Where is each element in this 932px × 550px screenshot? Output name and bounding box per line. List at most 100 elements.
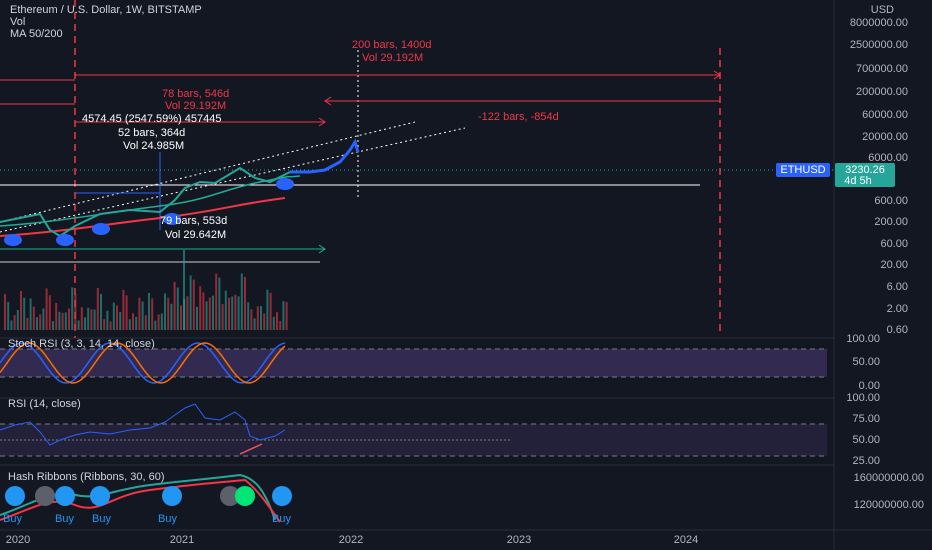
time-label: 2021	[170, 534, 194, 546]
buy-signal: Buy	[92, 513, 111, 525]
pane-title: Hash Ribbons (Ribbons, 30, 60)	[8, 471, 165, 483]
volume-bar	[157, 314, 160, 330]
volume-bar	[240, 273, 243, 330]
pane-axis-label: 100.00	[846, 392, 880, 404]
volume-bar	[26, 317, 29, 330]
volume-bar	[45, 288, 48, 330]
price-label: 6000.00	[868, 152, 908, 164]
annotation: Vol 29.192M	[165, 100, 226, 112]
volume-bar	[186, 296, 189, 330]
annotation: 4574.45 (2547.59%) 457445	[82, 113, 221, 125]
pane-axis-label: 100.00	[846, 333, 880, 345]
volume-bar	[16, 310, 19, 330]
volume-bar	[208, 297, 211, 330]
volume-bar	[77, 320, 80, 330]
marker	[55, 486, 75, 506]
volume-bar	[154, 320, 157, 330]
volume-bar	[64, 312, 67, 330]
price-label: 6.00	[887, 281, 908, 293]
annotation: 52 bars, 364d	[118, 127, 185, 139]
pane-axis-label: 75.00	[852, 413, 880, 425]
volume-bar	[138, 297, 141, 330]
volume-bar	[160, 313, 163, 330]
marker	[4, 234, 22, 246]
volume-bar	[36, 317, 38, 330]
volume-bar	[100, 293, 102, 330]
annotation: 78 bars, 546d	[162, 88, 229, 100]
symbol-label: ETHUSD	[780, 164, 825, 176]
symbol-tag	[776, 163, 830, 177]
volume-bar	[132, 313, 134, 330]
price-label: 600.00	[874, 195, 908, 207]
volume-bar	[205, 301, 208, 330]
volume-bar	[269, 292, 272, 330]
volume-bar	[173, 281, 176, 330]
annotation: 79 bars, 553d	[160, 215, 227, 227]
volume-bar	[52, 321, 54, 330]
volume-bar	[109, 321, 112, 330]
axis-unit: USD	[871, 4, 894, 16]
volume-bar	[285, 301, 288, 330]
volume-bar	[119, 312, 122, 330]
price-label: 20000.00	[862, 131, 908, 143]
markers	[4, 178, 294, 246]
price-label: 0.60	[887, 324, 908, 336]
volume-bar	[55, 302, 58, 330]
buy-signal: Buy	[158, 513, 177, 525]
volume-bar	[84, 317, 86, 330]
volume-bar	[253, 318, 256, 330]
hash-markers	[5, 486, 292, 506]
marker	[5, 486, 25, 506]
volume-bar	[192, 279, 195, 330]
price-label: 20.00	[880, 259, 908, 271]
indicator-label: Vol	[10, 16, 25, 28]
volume-bar	[122, 289, 125, 330]
volume-bar	[144, 315, 147, 330]
volume-bar	[20, 290, 22, 330]
volume-bars	[4, 250, 288, 330]
marker	[163, 213, 181, 225]
volume-bar	[272, 316, 275, 330]
volume-bar	[96, 287, 99, 330]
divergence-arrow	[239, 443, 263, 455]
volume-bar	[74, 293, 77, 330]
pane-axis-label: 50.00	[852, 356, 880, 368]
pane-title: RSI (14, close)	[8, 398, 81, 410]
volume-bar	[276, 312, 278, 330]
volume-bar	[215, 273, 218, 330]
volume-bar	[7, 301, 10, 330]
time-label: 2022	[339, 534, 363, 546]
price-label: 2500000.00	[850, 39, 908, 51]
volume-bar	[221, 304, 224, 330]
volume-bar	[164, 293, 166, 330]
volume-bar	[247, 302, 250, 330]
price-label: 2.00	[887, 303, 908, 315]
marker	[162, 486, 182, 506]
volume-bar	[135, 316, 138, 330]
volume-bar	[231, 296, 234, 330]
volume-bar	[176, 287, 179, 330]
annotation: 200 bars, 1400d	[352, 39, 432, 51]
buy-signal: Buy	[3, 513, 22, 525]
volume-bar	[128, 319, 131, 330]
trend-line	[0, 121, 416, 223]
volume-bar	[58, 311, 61, 330]
pane-axis-label: 50.00	[852, 434, 880, 446]
volume-bar	[93, 309, 96, 330]
volume-bar	[202, 292, 205, 330]
volume-bar	[29, 298, 32, 330]
volume-bar	[112, 302, 115, 330]
volume-bar	[71, 287, 74, 330]
ma-200	[0, 197, 286, 237]
price-label: 8000000.00	[850, 17, 908, 29]
volume-bar	[279, 320, 282, 330]
volume-bar	[4, 294, 6, 330]
stoch-d	[0, 342, 286, 384]
price-label: 60.00	[880, 238, 908, 250]
annotation: Vol 24.985M	[123, 140, 184, 152]
volume-bar	[148, 292, 150, 330]
volume-bar	[10, 320, 13, 330]
volume-bar	[80, 307, 83, 330]
volume-bar	[42, 308, 45, 330]
